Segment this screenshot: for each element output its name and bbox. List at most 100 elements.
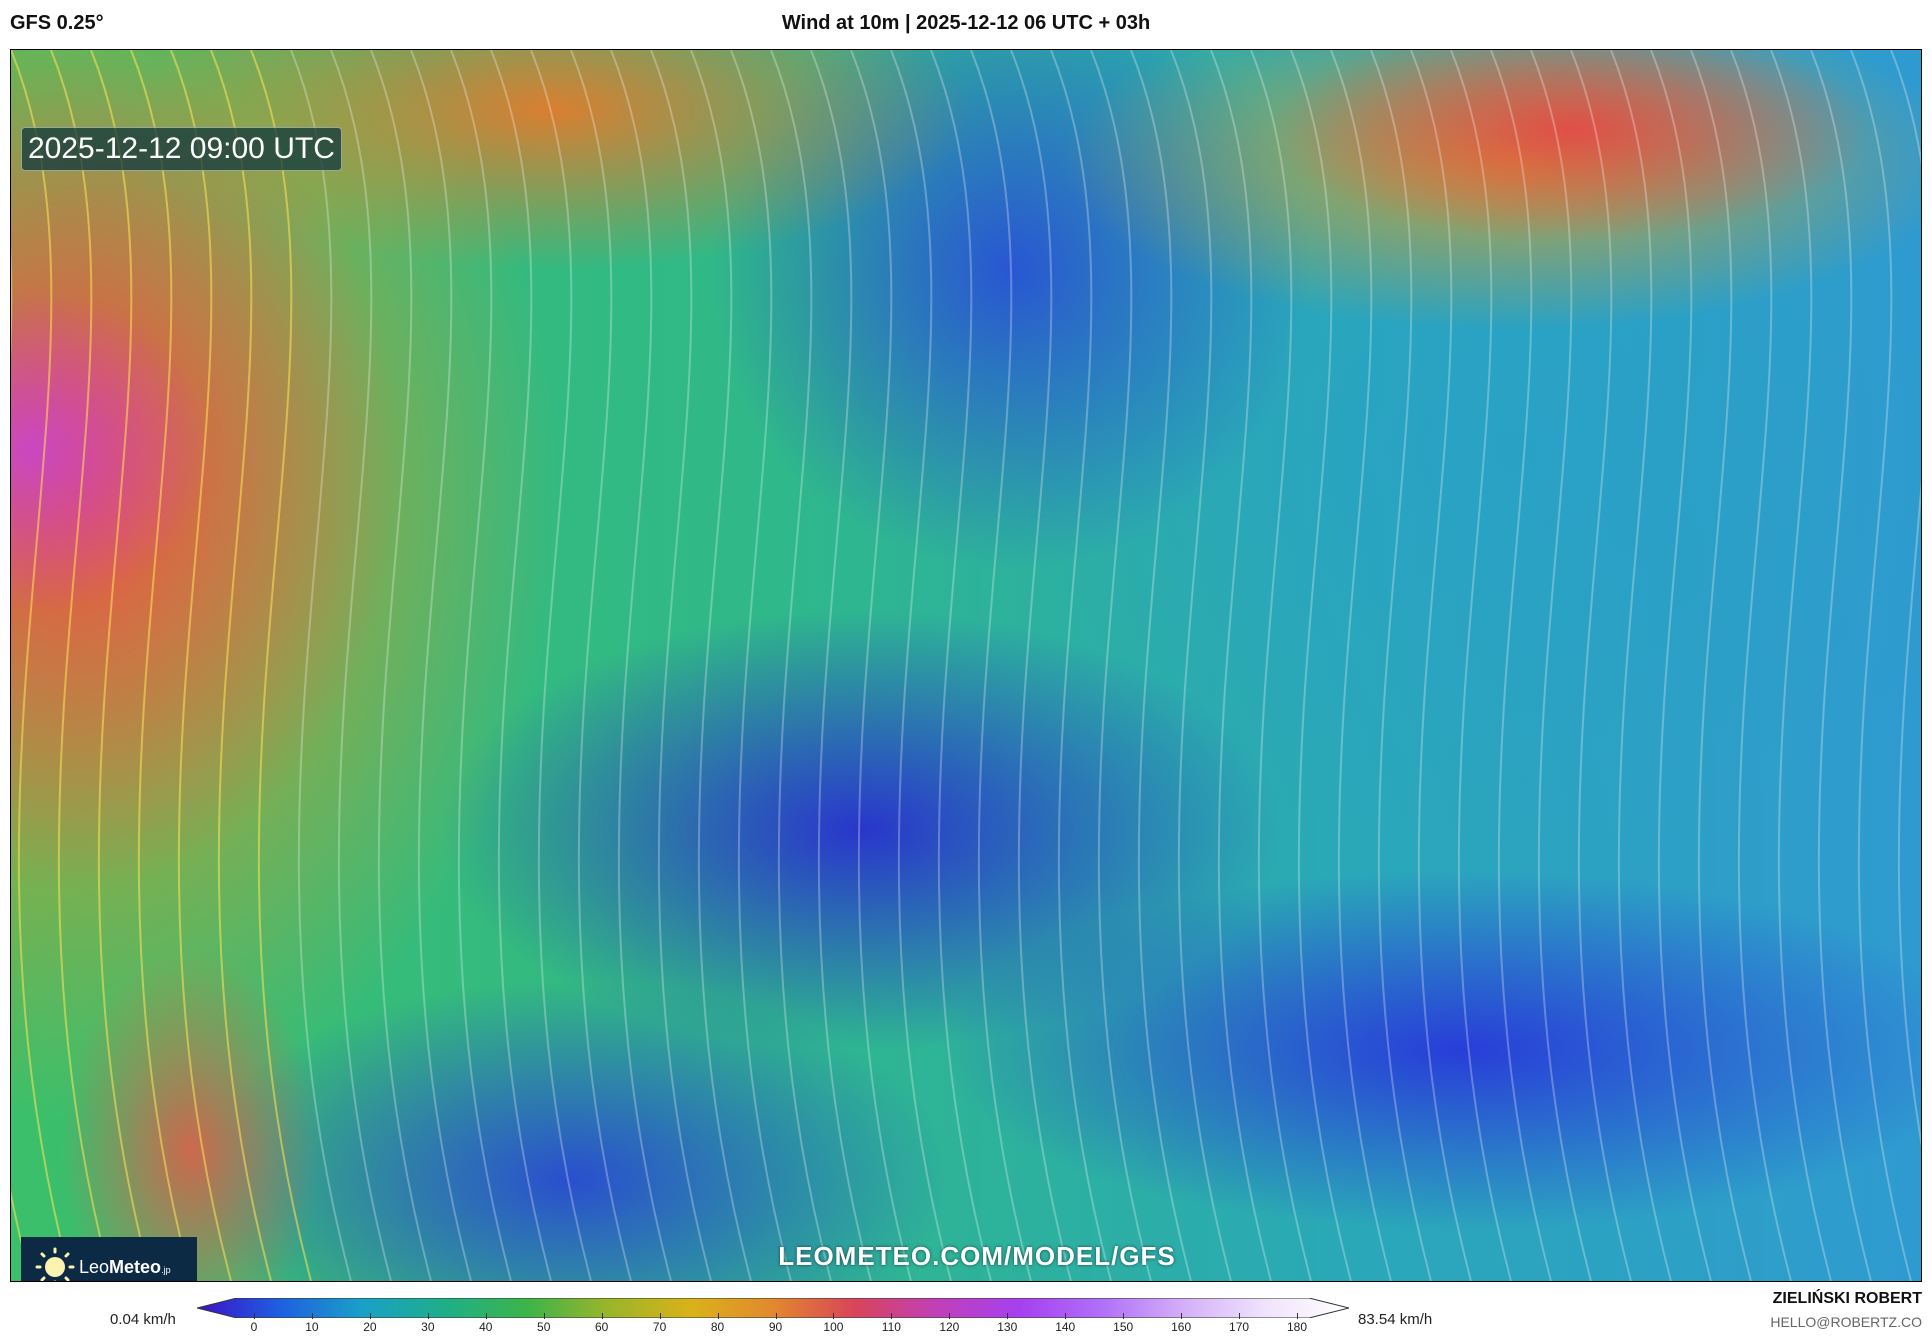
colorbar-tick-mark <box>833 1313 835 1319</box>
streamline <box>930 50 992 1281</box>
max-value: 83.54 km/h <box>1358 1311 1433 1328</box>
colorbar-tick-mark <box>1123 1313 1125 1319</box>
colorbar-tick-mark <box>717 1313 719 1319</box>
min-value: 0.04 km/h <box>110 1311 176 1328</box>
streamline <box>1450 50 1512 1281</box>
colorbar-tick-mark <box>485 1313 487 1319</box>
streamline <box>210 50 272 1281</box>
streamline <box>1050 50 1112 1281</box>
model-label: GFS 0.25° <box>10 12 104 34</box>
streamline <box>690 50 752 1281</box>
logo-text: LeoMeteo.jp <box>79 1256 171 1277</box>
colorbar-tick-label: 110 <box>881 1320 901 1334</box>
streamline <box>770 50 832 1281</box>
streamline <box>890 50 952 1281</box>
streamline <box>1890 50 1921 1147</box>
streamline <box>490 50 552 1281</box>
colorbar-tick-label: 130 <box>997 1320 1018 1334</box>
colorbar-tick-label: 20 <box>363 1320 377 1334</box>
colorbar-tick-label: 140 <box>1055 1320 1076 1334</box>
colorbar-tick-label: 50 <box>537 1320 551 1334</box>
streamline <box>410 50 472 1281</box>
colorbar-tick-label: 60 <box>594 1320 609 1334</box>
streamline <box>1370 50 1432 1281</box>
colorbar-tick-label: 120 <box>939 1320 960 1334</box>
colorbar-tick-mark <box>369 1313 371 1319</box>
streamline <box>1130 50 1192 1281</box>
colorbar-tick-mark <box>427 1313 429 1319</box>
streamline <box>730 50 792 1281</box>
colorbar-tick-label: 180 <box>1286 1320 1308 1334</box>
streamline <box>1690 50 1752 1281</box>
valid-time-label: 2025-12-12 09:00 UTC <box>21 127 342 171</box>
colorbar-tick-mark <box>659 1313 661 1319</box>
streamline <box>1250 50 1312 1281</box>
streamline <box>370 50 432 1281</box>
streamline <box>970 50 1032 1281</box>
map-title: Wind at 10m | 2025-12-12 06 UTC + 03h <box>781 12 1151 34</box>
colorbar-tick-mark <box>254 1313 255 1319</box>
colorbar-tick-label: 100 <box>823 1320 844 1334</box>
author-email[interactable]: HELLO@ROBERTZ.CO <box>1770 1314 1922 1330</box>
streamline <box>50 50 112 1281</box>
colorbar-tick-mark <box>1297 1313 1298 1319</box>
colorbar-tick-mark <box>1007 1313 1009 1319</box>
wind-map[interactable]: 2025-12-12 09:00 UTC LeoMeteo.jp LEOMETE… <box>10 49 1922 1282</box>
colorbar-tick-mark <box>891 1313 893 1319</box>
streamline <box>1530 50 1592 1281</box>
colorbar-tick-label: 150 <box>1113 1320 1134 1334</box>
streamline <box>1570 50 1632 1281</box>
streamline <box>1090 50 1152 1281</box>
streamline <box>1210 50 1272 1281</box>
streamline <box>330 50 392 1281</box>
colorbar-tick-label: 90 <box>768 1320 783 1334</box>
streamline <box>11 246 32 1281</box>
streamline <box>1170 50 1232 1281</box>
colorbar-tick-label: 10 <box>305 1320 319 1334</box>
colorbar-tick-mark <box>775 1313 777 1319</box>
streamline <box>1610 50 1672 1281</box>
streamline <box>610 50 672 1281</box>
colorbar-tick-mark <box>311 1313 313 1319</box>
colorbar-tick-label: 70 <box>652 1320 667 1334</box>
colorbar-tick-mark <box>1181 1313 1183 1319</box>
colorbar-tick-mark <box>1239 1313 1241 1319</box>
colorbar-tick-label: 30 <box>421 1320 435 1334</box>
streamline <box>1730 50 1792 1281</box>
streamline <box>130 50 192 1281</box>
streamline <box>1770 50 1832 1281</box>
streamline <box>570 50 632 1281</box>
colorbar-tick-label: 40 <box>479 1320 493 1334</box>
streamline <box>1810 50 1872 1281</box>
colorbar-tick-mark <box>601 1313 603 1319</box>
colorbar-tick-label: 160 <box>1171 1320 1192 1334</box>
colorbar-tick-label: 170 <box>1229 1320 1250 1334</box>
streamline <box>1490 50 1552 1281</box>
streamline <box>11 50 72 1281</box>
colorbar-tick-mark <box>543 1313 545 1319</box>
streamlines <box>11 50 1921 1281</box>
sun-icon <box>35 1247 75 1281</box>
streamline <box>1290 50 1352 1281</box>
colorbar-tick-label: 0 <box>250 1320 258 1334</box>
streamline <box>530 50 592 1281</box>
streamline <box>250 50 312 1281</box>
streamline <box>1650 50 1712 1281</box>
streamline <box>1330 50 1392 1281</box>
leometeo-logo[interactable]: LeoMeteo.jp <box>21 1237 197 1281</box>
streamline <box>810 50 872 1281</box>
streamline <box>90 50 152 1281</box>
streamline <box>1850 50 1912 1281</box>
streamline <box>450 50 512 1281</box>
colorbar-tick-label: 80 <box>710 1320 725 1334</box>
streamline <box>650 50 712 1281</box>
watermark: LEOMETEO.COM/MODEL/GFS <box>778 1241 1176 1271</box>
streamline <box>1010 50 1072 1281</box>
streamline <box>850 50 912 1281</box>
streamline <box>170 50 232 1281</box>
colorbar-tick-mark <box>949 1313 951 1319</box>
colorbar-tick-mark <box>1065 1313 1067 1319</box>
streamline <box>290 50 352 1281</box>
colorbar <box>197 1298 1349 1318</box>
author-name: ZIELIŃSKI ROBERT <box>1772 1290 1922 1307</box>
